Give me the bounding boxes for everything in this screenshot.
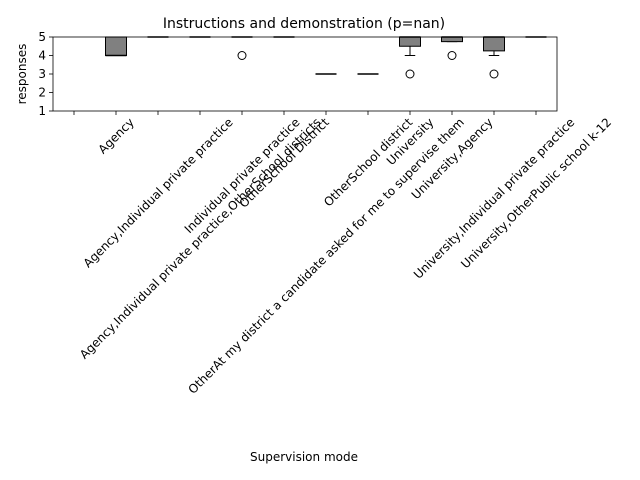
plot-frame xyxy=(52,36,558,112)
y-tick-label: 2 xyxy=(38,86,46,100)
chart-title: Instructions and demonstration (p=nan) xyxy=(163,16,445,32)
x-axis-label: Supervision mode xyxy=(250,450,358,464)
box xyxy=(105,36,127,56)
x-tick-label: Agency xyxy=(95,115,136,156)
flier xyxy=(447,51,457,60)
y-tick-label: 3 xyxy=(38,67,46,81)
flier xyxy=(237,51,247,60)
y-tick-label: 1 xyxy=(38,104,46,118)
y-tick-label: 5 xyxy=(38,30,46,44)
box xyxy=(483,36,505,52)
box xyxy=(399,36,421,47)
x-tick-label: OtherAt my district a candidate asked fo… xyxy=(185,115,467,397)
flier xyxy=(489,69,499,79)
x-tick-label: Individual private practice xyxy=(182,115,303,236)
flier xyxy=(405,69,415,79)
y-axis-label: responses xyxy=(15,44,29,105)
y-tick-label: 4 xyxy=(38,49,46,63)
x-tick-label: OtherSchool district xyxy=(321,115,415,209)
